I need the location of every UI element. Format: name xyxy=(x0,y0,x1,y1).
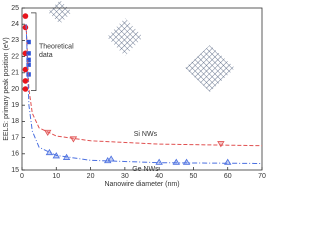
data-point xyxy=(45,148,54,156)
data-point xyxy=(217,141,225,148)
y-tick-label: 19 xyxy=(11,102,19,109)
x-axis-title: Nanowire diameter (nm) xyxy=(104,181,179,188)
lattice-image xyxy=(107,18,143,56)
y-tick-label: 23 xyxy=(11,37,19,44)
x-tick-label: 50 xyxy=(190,173,198,180)
data-point xyxy=(182,158,191,165)
annotation: Ge NWs xyxy=(132,166,159,173)
x-tick-label: 20 xyxy=(87,173,95,180)
bracket xyxy=(31,12,37,91)
fit-curve xyxy=(25,24,263,164)
data-point xyxy=(26,51,31,56)
x-tick-label: 40 xyxy=(155,173,163,180)
y-tick-label: 21 xyxy=(11,70,19,77)
y-tick-label: 16 xyxy=(11,151,19,158)
data-point xyxy=(107,155,115,162)
annotation: Theoretical xyxy=(39,44,74,51)
lattice-image xyxy=(48,0,72,24)
x-tick-label: 70 xyxy=(258,173,266,180)
data-point xyxy=(172,158,180,165)
x-tick-label: 0 xyxy=(20,173,24,180)
plot-frame xyxy=(21,7,263,171)
y-tick-label: 17 xyxy=(11,134,19,141)
data-point xyxy=(26,62,31,67)
x-tick-label: 60 xyxy=(224,173,232,180)
data-point xyxy=(22,13,29,19)
y-tick-label: 25 xyxy=(11,5,19,12)
y-tick-label: 20 xyxy=(11,86,19,93)
data-point xyxy=(69,136,78,143)
annotation: Si NWs xyxy=(134,131,158,138)
data-point xyxy=(22,66,29,73)
data-point xyxy=(22,24,29,31)
x-tick-label: 10 xyxy=(52,173,60,180)
data-point xyxy=(22,78,29,84)
data-point xyxy=(26,39,31,45)
chart: EELS: primary peak position (eV) Nanowir… xyxy=(3,0,266,188)
lattice-image xyxy=(185,45,235,92)
y-tick-label: 18 xyxy=(11,118,19,125)
fit-curve xyxy=(25,24,263,147)
data-point xyxy=(155,158,163,165)
data-point xyxy=(22,86,29,92)
x-tick-label: 30 xyxy=(121,173,129,180)
y-tick-label: 15 xyxy=(11,167,19,174)
data-point xyxy=(26,57,31,63)
y-tick-label: 24 xyxy=(11,21,19,28)
y-tick-label: 22 xyxy=(11,53,19,60)
annotation: data xyxy=(39,52,53,59)
y-axis-title: EELS: primary peak position (eV) xyxy=(3,37,10,141)
